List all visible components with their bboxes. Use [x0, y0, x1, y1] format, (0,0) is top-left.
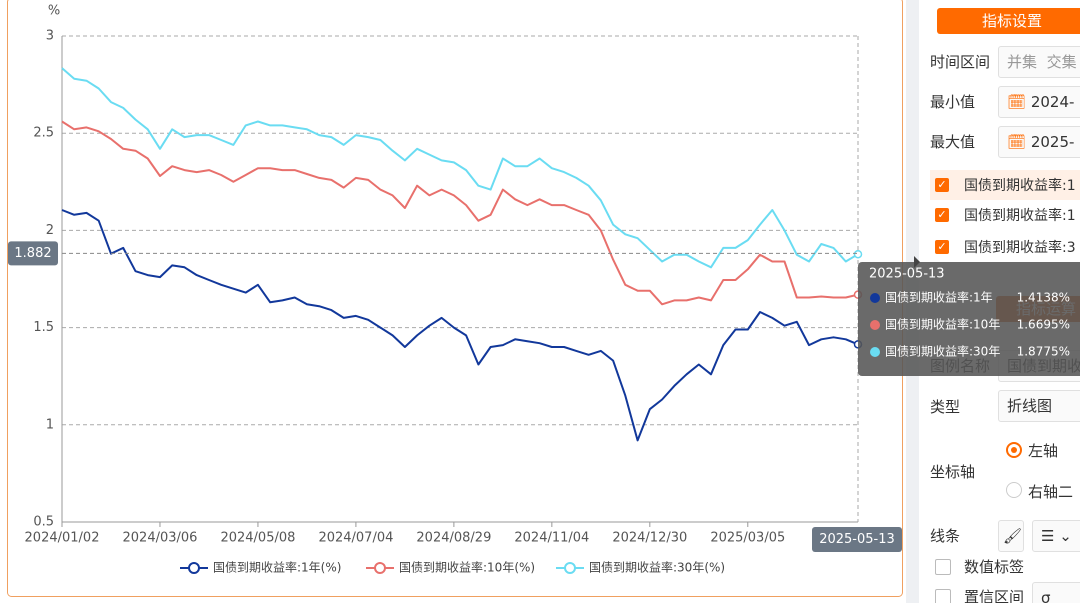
y-tick-label: 3 [46, 29, 54, 44]
label: 坐标轴 [930, 463, 976, 481]
y-tick-label: 0.5 [33, 515, 54, 530]
value: 2024- [1030, 93, 1075, 111]
legend-marker [564, 562, 576, 574]
line-style[interactable]: ☰ ⌄ [1032, 520, 1080, 552]
legend-label: 国债到期收益率:1年(%) [213, 560, 341, 575]
date-input[interactable]: 🗓 2024- [998, 86, 1080, 118]
x-tick-label: 2025/03/05 [710, 531, 785, 546]
legend-label: 国债到期收益率:10年(%) [399, 560, 535, 575]
gutter [906, 0, 919, 603]
tooltip-dot [870, 347, 880, 357]
indicator: 国债到期收益率:1 [964, 208, 1076, 224]
crosshair-x-label: 2025-05-13 [819, 532, 895, 547]
label: 类型 [930, 398, 961, 416]
checkbox[interactable] [935, 589, 951, 603]
label: 时间区间 [930, 53, 991, 71]
x-tick-label: 2024/12/30 [612, 531, 687, 546]
x-tick-label: 2024/11/04 [514, 531, 589, 546]
radio-label: 左轴 [1028, 442, 1059, 460]
label: 最小值 [930, 93, 976, 111]
x-tick-label: 2024/05/08 [220, 531, 295, 546]
crosshair-y-label-bg [8, 241, 58, 266]
radio-selected[interactable] [1006, 442, 1022, 458]
calc-button[interactable]: 指标运算 [996, 296, 1080, 322]
y-unit: % [48, 4, 60, 19]
end-point [853, 290, 863, 299]
color-button[interactable]: 🖌 [998, 520, 1024, 552]
option[interactable]: 交集 [1046, 53, 1077, 71]
x-tick-label: 2024/03/06 [123, 531, 198, 546]
x-tick-label: 2024/08/29 [416, 531, 491, 546]
chart-frame [7, 0, 903, 597]
checkbox[interactable] [935, 559, 951, 575]
select[interactable]: 折线图 [998, 390, 1080, 422]
y-tick-label: 2 [46, 223, 54, 238]
settings-panel: 指标设置 时间区间 并集 交集 最小值 🗓 2024- 最大值 🗓 2025- … [920, 0, 1080, 603]
date-input[interactable]: 🗓 2025- [998, 126, 1080, 158]
end-point [853, 249, 863, 259]
end-point [853, 340, 863, 349]
check-label: 置信区间 [964, 588, 1025, 603]
radio-label: 右轴二 [1028, 483, 1074, 501]
label: 最大值 [930, 133, 976, 151]
series-line [61, 120, 859, 306]
label: 图例名称 [930, 357, 991, 375]
label: 线条 [930, 527, 961, 545]
tooltip-dot [870, 320, 880, 330]
check-label: 数值标签 [964, 558, 1025, 576]
row-highlight [930, 170, 1080, 200]
y-tick-label: 2.5 [33, 126, 54, 141]
series-line [61, 67, 859, 269]
indicator: 国债到期收益率:1 [964, 178, 1076, 194]
option[interactable]: 并集 [1007, 53, 1038, 71]
value: 2025- [1030, 133, 1075, 151]
settings-button[interactable]: 指标设置 [937, 8, 1080, 34]
indicator: 国债到期收益率:3 [964, 240, 1076, 256]
y-tick-label: 1.5 [33, 320, 54, 335]
y-tick-label: 1 [46, 417, 54, 432]
sigma-input[interactable]: σ [1032, 582, 1080, 603]
text-input[interactable]: 国债到期收 [998, 350, 1080, 382]
series-line [61, 209, 859, 442]
tooltip-dot [870, 293, 880, 303]
checkbox[interactable]: ✓ [935, 240, 949, 254]
legend-marker [374, 562, 386, 574]
crosshair-y-label: 1.882 [14, 246, 51, 261]
checkbox[interactable]: ✓ [935, 178, 949, 192]
legend-marker [188, 562, 200, 574]
segmented: 并集 交集 [998, 46, 1080, 78]
legend-label: 国债到期收益率:30年(%) [589, 560, 725, 575]
checkbox[interactable]: ✓ [935, 208, 949, 222]
crosshair-x-label-bg [812, 527, 902, 552]
x-tick-label: 2024/01/02 [25, 531, 100, 546]
radio[interactable] [1006, 482, 1022, 498]
x-tick-label: 2024/07/04 [318, 531, 393, 546]
